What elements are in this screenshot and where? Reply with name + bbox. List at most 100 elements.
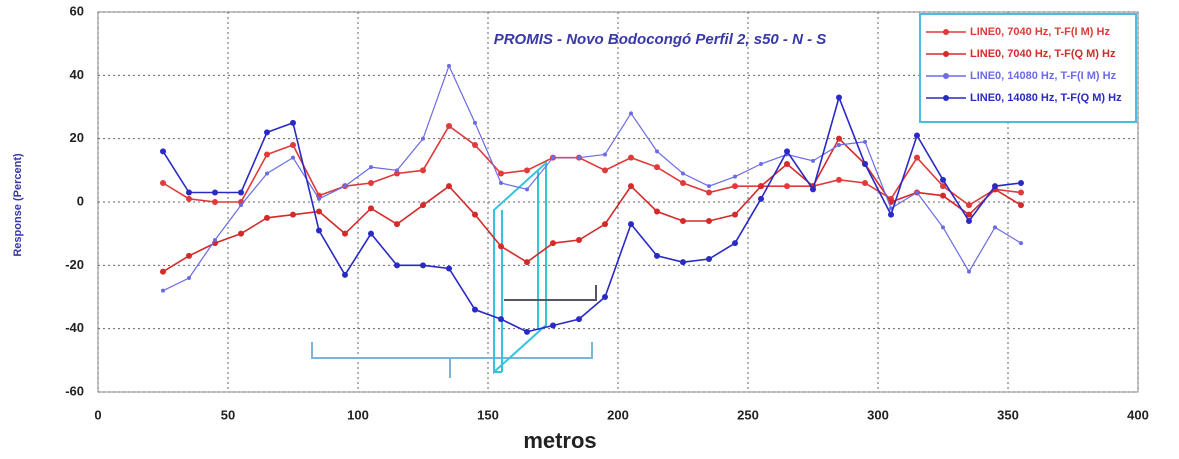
point [161,289,165,293]
point [525,187,529,191]
point [447,64,451,68]
point [264,215,270,221]
point [446,266,452,272]
point [265,172,269,176]
point [914,155,920,161]
point [420,167,426,173]
point [420,262,426,268]
point [420,202,426,208]
point [628,183,634,189]
point [941,225,945,229]
x-tick-label: 150 [477,407,499,422]
point [264,152,270,158]
y-tick-label: 40 [70,67,84,82]
point [810,186,816,192]
point [342,272,348,278]
point [498,316,504,322]
y-tick-label: 60 [70,3,84,18]
point [343,184,347,188]
point [160,269,166,275]
point [914,133,920,139]
point [733,175,737,179]
x-tick-label: 250 [737,407,759,422]
chart: PROMIS - Novo Bodocongó Perfil 2, s50 - … [0,0,1179,459]
point [446,183,452,189]
point [836,136,842,142]
point [498,243,504,249]
legend-marker [943,51,949,57]
x-axis-label: metros [523,428,596,453]
point [550,323,556,329]
point [1018,202,1024,208]
point [629,111,633,115]
point [706,190,712,196]
point [317,197,321,201]
point [524,167,530,173]
point [707,184,711,188]
point [576,316,582,322]
point [602,221,608,227]
point [836,95,842,101]
legend-label: LINE0, 14080 Hz, T-F(Q M) Hz [970,92,1122,104]
point [680,218,686,224]
point [421,137,425,141]
y-axis-label: Response (Percent) [12,153,24,257]
point [472,212,478,218]
legend-label: LINE0, 7040 Hz, T-F(Q M) Hz [970,48,1116,60]
legend-marker [943,73,949,79]
point [239,203,243,207]
point [550,240,556,246]
chart-title: PROMIS - Novo Bodocongó Perfil 2, s50 - … [494,31,827,48]
point [784,183,790,189]
point [837,143,841,147]
point [655,149,659,153]
x-tick-label: 0 [94,407,101,422]
x-tick-label: 300 [867,407,889,422]
point [680,180,686,186]
point [784,148,790,154]
point [446,123,452,129]
point [732,183,738,189]
point [186,253,192,259]
point [238,190,244,196]
point [524,259,530,265]
point [940,193,946,199]
y-tick-label: 0 [77,193,84,208]
point [316,228,322,234]
point [628,221,634,227]
point [706,218,712,224]
point [368,180,374,186]
point [654,253,660,259]
point [473,121,477,125]
point [758,196,764,202]
legend-marker [943,29,949,35]
point [992,183,998,189]
y-tick-label: -20 [65,257,84,272]
point [603,153,607,157]
point [862,161,868,167]
point [759,162,763,166]
point [395,168,399,172]
legend: LINE0, 7040 Hz, T-F(I M) Hz LINE0, 7040 H… [920,14,1136,122]
point [160,148,166,154]
point [368,231,374,237]
point [836,177,842,183]
point [966,218,972,224]
x-tick-label: 350 [997,407,1019,422]
y-tick-label: -60 [65,383,84,398]
point [862,180,868,186]
point [680,259,686,265]
point [1018,190,1024,196]
point [472,307,478,313]
point [342,231,348,237]
point [551,156,555,160]
point [212,190,218,196]
point [472,142,478,148]
point [967,270,971,274]
point [186,190,192,196]
point [993,225,997,229]
point [1018,180,1024,186]
point [654,164,660,170]
point [238,231,244,237]
legend-label: LINE0, 7040 Hz, T-F(I M) Hz [970,26,1110,38]
